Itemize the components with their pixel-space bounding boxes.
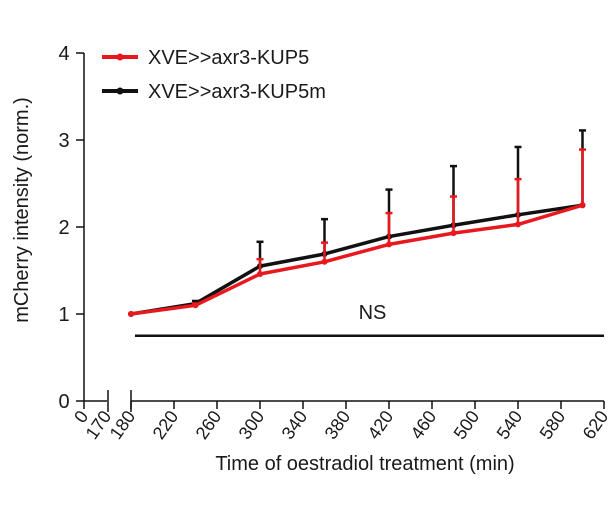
series-xve-axr3-kup5 — [128, 148, 586, 317]
x-tick-label: 260 — [192, 407, 226, 443]
series-line — [130, 203, 583, 316]
y-tick-label: 3 — [58, 130, 69, 152]
x-tick-label: 540 — [493, 407, 527, 443]
x-tick-label: 300 — [235, 407, 269, 443]
x-tick-label: 180 — [106, 407, 140, 443]
legend-swatch-marker — [116, 87, 124, 95]
legend-label: XVE>>axr3-KUP5m — [148, 81, 326, 103]
significance-annotation: NS — [135, 302, 604, 337]
y-tick-label: 1 — [58, 304, 69, 326]
data-point — [257, 270, 263, 277]
x-axis-label: Time of oestradiol treatment (min) — [215, 453, 514, 475]
y-tick-label: 2 — [58, 217, 69, 239]
x-tick-label: 500 — [450, 407, 484, 443]
x-tick-label: 420 — [364, 407, 398, 443]
x-tick-label: 580 — [536, 407, 570, 443]
legend-label: XVE>>axr3-KUP5 — [148, 47, 309, 69]
data-point — [515, 221, 521, 228]
y-tick-label: 4 — [58, 43, 69, 65]
legend: XVE>>axr3-KUP5 XVE>>axr3-KUP5m — [102, 47, 326, 103]
y-ticks: 0 1 2 3 4 — [58, 43, 84, 413]
x-tick-label: 460 — [407, 407, 441, 443]
data-point — [579, 202, 586, 209]
y-axis-label: mCherry intensity (norm.) — [11, 97, 33, 323]
data-point — [321, 258, 328, 265]
x-tick-label: 340 — [278, 407, 312, 443]
data-point — [192, 302, 199, 309]
data-point — [386, 241, 392, 248]
x-tick-label: 620 — [579, 407, 613, 443]
legend-swatch-marker — [116, 53, 124, 61]
significance-label: NS — [359, 302, 387, 324]
x-tick-label: 380 — [321, 407, 355, 443]
y-tick-label: 0 — [58, 391, 69, 413]
series-line — [130, 203, 583, 316]
x-tick-label: 170 — [82, 407, 116, 443]
data-point — [450, 230, 457, 237]
data-point — [128, 311, 134, 317]
x-tick-label: 220 — [149, 407, 183, 443]
series-layer — [128, 129, 586, 317]
